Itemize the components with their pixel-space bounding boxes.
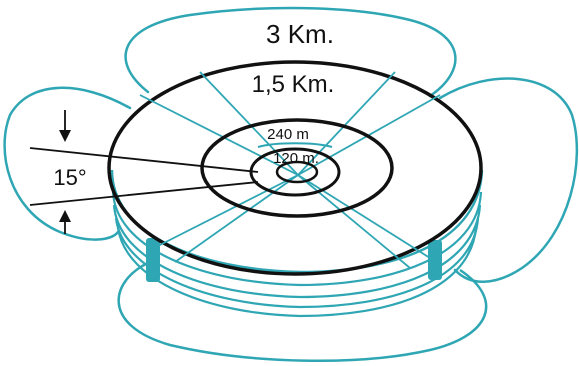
beam-line	[174, 174, 299, 263]
beam-line	[199, 71, 299, 176]
ring-label-arc	[257, 142, 333, 148]
angle-ray-upper	[29, 147, 259, 173]
beam-lobe-bottom	[117, 260, 488, 362]
ring-120m	[275, 160, 319, 184]
beam-lobe-right	[438, 77, 579, 283]
beam-line	[139, 94, 299, 176]
angle-indicator	[29, 110, 259, 234]
angle-arrow-upper-head	[59, 130, 71, 142]
label-3km: 3 Km.	[266, 19, 334, 49]
disc-layer-3	[112, 204, 482, 299]
label-120m: 120 m.	[273, 150, 319, 167]
beam-line	[297, 71, 396, 176]
disc-side-band-left	[146, 238, 160, 282]
beam-lobes-back	[3, 6, 579, 283]
disc-layer-2	[111, 191, 483, 287]
beam-line	[297, 174, 431, 259]
angle-ray-lower	[29, 181, 259, 206]
disc-layer-5	[116, 227, 478, 318]
disc-side-band-right	[428, 240, 442, 280]
beam-lines	[139, 71, 441, 269]
beam-lobe-top	[124, 6, 457, 98]
beam-line	[297, 174, 411, 269]
ring-1-5km	[200, 118, 394, 218]
beam-line	[149, 174, 299, 251]
label-1-5km: 1,5 Km.	[252, 71, 335, 98]
beam-lobe-left	[3, 86, 132, 241]
label-240m: 240 m	[267, 126, 309, 143]
label-angle: 15°	[53, 165, 86, 190]
disc-layer-4	[114, 217, 480, 309]
angle-arrow-lower-head	[59, 210, 71, 222]
ring-3km	[107, 60, 483, 276]
